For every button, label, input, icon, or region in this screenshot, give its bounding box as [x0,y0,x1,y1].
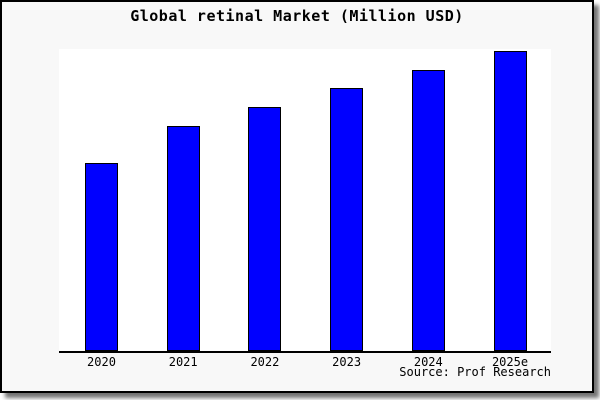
chart-frame: Global retinal Market (Million USD) 2020… [0,0,594,393]
bar-2023 [330,88,364,351]
x-axis-line [59,351,551,353]
x-axis-labels: 2020 2021 2022 2023 2024 2025e [59,355,551,371]
x-tick-label-2023: 2023 [332,355,362,369]
x-tick-label-2022: 2022 [250,355,280,369]
bar-2020 [85,163,118,351]
plot-area [59,49,551,351]
x-tick-label-2025e: 2025e [491,355,529,369]
bar-2025e [493,51,527,351]
x-tick-label-2021: 2021 [168,355,198,369]
source-credit: Source: Prof Research [399,365,551,379]
chart-title: Global retinal Market (Million USD) [130,7,464,25]
x-tick-label-2020: 2020 [87,355,116,369]
bar-2022 [248,107,282,351]
x-tick-label-2024: 2024 [413,355,443,369]
bar-2024 [411,70,445,351]
bar-2021 [166,126,200,351]
